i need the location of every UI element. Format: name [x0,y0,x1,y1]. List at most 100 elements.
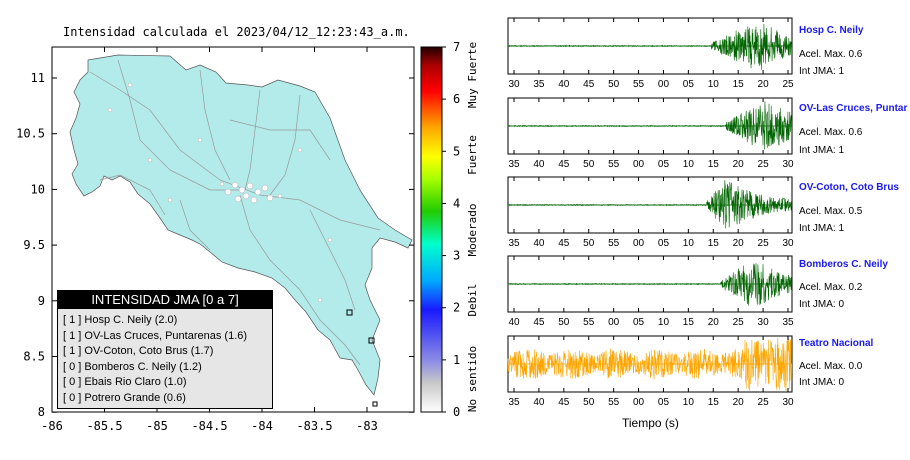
colorbar [420,46,443,413]
waveform-x-tick-label: 55 [608,238,620,249]
waveform-x-tick-label: 15 [708,238,720,249]
station-name: OV-Las Cruces, Puntar [799,103,908,114]
waveform-x-tick-label: 30 [782,159,794,170]
waveform-x-tick-label: 05 [658,159,670,170]
waveform-x-tick-label: 50 [583,159,595,170]
map-x-tick-label: -83.5 [296,419,332,433]
waveform-panel: 30 35 40 45 50 55 00 05 10 15 20 25 [507,17,794,90]
station-jma-intensity: Int JMA: 1 [799,66,845,77]
waveform-x-tick-label: 20 [758,79,770,90]
waveform-panels: 30 35 40 45 50 55 00 05 10 15 20 25 35 40 45 50 55 00 05 10… [507,17,794,408]
waveform-panel: 35 40 45 50 55 00 05 10 15 20 25 30 [507,335,794,408]
waveform-x-tick-label: 20 [733,238,745,249]
waveform-x-tick-label: 00 [658,79,670,90]
waveform-x-tick-label: 55 [608,397,620,408]
colorbar-tick-label: 7 [453,40,460,54]
waveform-trace [507,263,792,306]
waveform-x-tick-label: 55 [583,317,595,328]
colorbar-category-label: Muy Fuerte [466,42,479,108]
waveform-trace [507,336,792,392]
waveform-x-tick-label: 25 [782,79,794,90]
waveform-x-tick-label: 40 [508,317,520,328]
waveform-x-tick-label: 30 [782,397,794,408]
colorbar-tick-label: 1 [453,353,460,367]
waveform-x-tick-label: 15 [733,79,745,90]
map-y-tick-label: 8.5 [23,350,45,364]
map-x-tick-label: -86 [41,419,63,433]
legend-title: INTENSIDAD JMA [0 a 7] [58,291,272,309]
waveform-x-tick-label: 10 [683,238,695,249]
map-y-tick-label: 10 [31,182,45,196]
colorbar-labels: No sentido Debil Moderado Fuerte Muy Fuerte [466,42,479,412]
station-jma-intensity: Int JMA: 1 [799,145,845,156]
waveform-x-tick-label: 15 [683,317,695,328]
waveform-trace [507,101,792,150]
waveform-x-tick-label: 30 [508,79,520,90]
station-marker [372,401,378,407]
waveform-x-tick-label: 05 [658,238,670,249]
waveform-x-tick-label: 30 [782,238,794,249]
station-max-accel: Acel. Max. 0.2 [799,282,863,293]
waveform-x-tick-label: 50 [583,238,595,249]
station-name: Hosp C. Neily [799,25,864,36]
waveform-x-tick-label: 15 [708,159,720,170]
waveform-x-tick-label: 25 [758,397,770,408]
station-marker [368,337,375,344]
waveform-x-tick-label: 05 [683,79,695,90]
waveform-panel: 40 45 50 55 00 05 10 15 20 25 30 35 [507,255,794,328]
map-x-tick-label: -83 [356,419,378,433]
waveform-x-tick-label: 00 [633,159,645,170]
waveform-x-tick-label: 00 [608,317,620,328]
waveform-x-tick-label: 10 [708,79,720,90]
station-jma-intensity: Int JMA: 0 [799,377,845,388]
waveform-x-tick-label: 50 [608,79,620,90]
station-jma-intensity: Int JMA: 1 [799,223,845,234]
waveform-x-tick-label: 40 [533,159,545,170]
map-x-tick-label: -84 [251,419,273,433]
legend-list: [ 1 ] Hosp C. Neily (2.0) [ 1 ] OV-Las C… [58,309,272,406]
waveform-x-tick-label: 45 [583,79,595,90]
waveform-x-tick-label: 30 [758,317,770,328]
waveform-panel: 35 40 45 50 55 00 05 10 15 20 25 30 [507,97,794,170]
waveform-x-tick-label: 15 [708,397,720,408]
map-x-tick-label: -85 [146,419,168,433]
waveform-x-tick-label: 10 [683,159,695,170]
waveform-x-tick-label: 05 [633,317,645,328]
map-x-tick-label: -84.5 [191,419,227,433]
waveform-x-tick-label: 45 [558,159,570,170]
map-axes: -86 -85.5 -85 -84.5 -84 -83.5 -83 11 10.5 10 9.5 9 8… [16,47,414,433]
station-name: Bomberos C. Neily [799,259,888,270]
legend-item: [ 1 ] OV-Coton, Coto Brus (1.7) [63,345,214,357]
waveform-trace [507,180,792,229]
waveform-x-tick-label: 45 [558,238,570,249]
waveform-x-tick-label: 20 [708,317,720,328]
waveform-x-tick-label: 35 [508,238,520,249]
waveform-x-tick-label: 45 [558,397,570,408]
waveform-x-tick-label: 55 [633,79,645,90]
waveform-x-tick-label: 20 [733,159,745,170]
waveform-x-tick-label: 55 [608,159,620,170]
waveform-x-tick-label: 35 [533,79,545,90]
waveform-x-tick-label: 35 [782,317,794,328]
colorbar-ticks: 0 1 2 3 4 5 6 7 [442,40,460,419]
legend-box: INTENSIDAD JMA [0 a 7] [ 1 ] Hosp C. Nei… [57,290,273,409]
colorbar-category-label: No sentido [466,346,479,412]
legend-item: [ 1 ] OV-Las Cruces, Puntarenas (1.6) [63,329,248,342]
map-y-tick-label: 10.5 [16,127,45,141]
colorbar-category-label: Moderado [466,204,479,257]
waveform-x-tick-label: 25 [758,238,770,249]
road-network [89,59,381,366]
station-marker [346,309,353,316]
colorbar-category-label: Debil [466,283,479,316]
legend-item: [ 0 ] Potrero Grande (0.6) [63,391,186,404]
waveform-x-tick-label: 40 [533,238,545,249]
station-dots [107,82,333,303]
colorbar-tick-label: 2 [453,301,460,315]
colorbar-tick-label: 6 [453,92,460,106]
waveform-x-tick-label: 35 [508,159,520,170]
waveform-x-tick-label: 25 [733,317,745,328]
station-max-accel: Acel. Max. 0.5 [799,206,863,217]
waveform-x-tick-label: 50 [558,317,570,328]
waveform-x-axis-label: Tiempo (s) [622,416,679,430]
colorbar-category-label: Fuerte [466,135,479,175]
